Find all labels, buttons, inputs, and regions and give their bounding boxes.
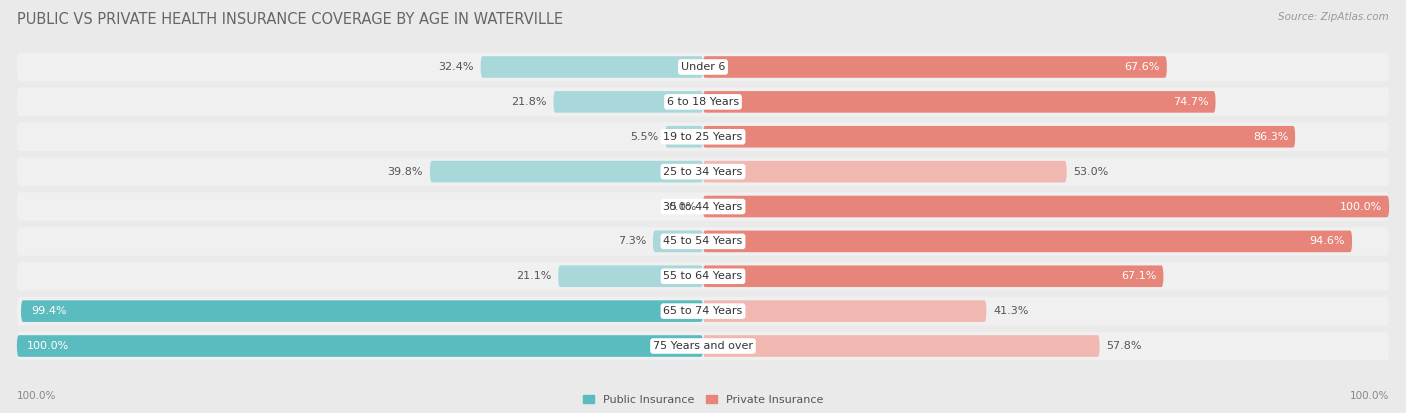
FancyBboxPatch shape bbox=[17, 335, 703, 357]
Text: 6 to 18 Years: 6 to 18 Years bbox=[666, 97, 740, 107]
Text: Under 6: Under 6 bbox=[681, 62, 725, 72]
FancyBboxPatch shape bbox=[703, 230, 1353, 252]
Text: PUBLIC VS PRIVATE HEALTH INSURANCE COVERAGE BY AGE IN WATERVILLE: PUBLIC VS PRIVATE HEALTH INSURANCE COVER… bbox=[17, 12, 562, 27]
FancyBboxPatch shape bbox=[703, 126, 1295, 147]
FancyBboxPatch shape bbox=[554, 91, 703, 113]
Text: 67.6%: 67.6% bbox=[1125, 62, 1160, 72]
FancyBboxPatch shape bbox=[558, 266, 703, 287]
Text: 57.8%: 57.8% bbox=[1107, 341, 1142, 351]
Text: 32.4%: 32.4% bbox=[439, 62, 474, 72]
FancyBboxPatch shape bbox=[703, 196, 1389, 217]
FancyBboxPatch shape bbox=[17, 122, 1389, 151]
FancyBboxPatch shape bbox=[430, 161, 703, 183]
FancyBboxPatch shape bbox=[703, 91, 1216, 113]
FancyBboxPatch shape bbox=[17, 157, 1389, 186]
Text: 65 to 74 Years: 65 to 74 Years bbox=[664, 306, 742, 316]
Text: 53.0%: 53.0% bbox=[1074, 166, 1109, 177]
FancyBboxPatch shape bbox=[17, 332, 1389, 360]
Text: 55 to 64 Years: 55 to 64 Years bbox=[664, 271, 742, 281]
FancyBboxPatch shape bbox=[652, 230, 703, 252]
FancyBboxPatch shape bbox=[703, 56, 1167, 78]
Text: 21.1%: 21.1% bbox=[516, 271, 551, 281]
FancyBboxPatch shape bbox=[17, 227, 1389, 256]
Text: 94.6%: 94.6% bbox=[1310, 236, 1346, 247]
Text: 75 Years and over: 75 Years and over bbox=[652, 341, 754, 351]
FancyBboxPatch shape bbox=[21, 300, 703, 322]
Text: 7.3%: 7.3% bbox=[617, 236, 645, 247]
FancyBboxPatch shape bbox=[17, 192, 1389, 221]
FancyBboxPatch shape bbox=[703, 335, 1099, 357]
Text: 100.0%: 100.0% bbox=[17, 391, 56, 401]
Text: 19 to 25 Years: 19 to 25 Years bbox=[664, 132, 742, 142]
Text: 35 to 44 Years: 35 to 44 Years bbox=[664, 202, 742, 211]
Text: 74.7%: 74.7% bbox=[1173, 97, 1209, 107]
Text: 67.1%: 67.1% bbox=[1121, 271, 1157, 281]
Text: 25 to 34 Years: 25 to 34 Years bbox=[664, 166, 742, 177]
FancyBboxPatch shape bbox=[17, 53, 1389, 81]
Text: 41.3%: 41.3% bbox=[993, 306, 1029, 316]
Text: 100.0%: 100.0% bbox=[1340, 202, 1382, 211]
FancyBboxPatch shape bbox=[703, 266, 1163, 287]
FancyBboxPatch shape bbox=[17, 262, 1389, 291]
Text: 39.8%: 39.8% bbox=[388, 166, 423, 177]
Text: 99.4%: 99.4% bbox=[31, 306, 67, 316]
FancyBboxPatch shape bbox=[17, 88, 1389, 116]
Text: 100.0%: 100.0% bbox=[27, 341, 69, 351]
Text: 0.0%: 0.0% bbox=[668, 202, 696, 211]
Text: 100.0%: 100.0% bbox=[1350, 391, 1389, 401]
FancyBboxPatch shape bbox=[703, 161, 1067, 183]
Legend: Public Insurance, Private Insurance: Public Insurance, Private Insurance bbox=[579, 392, 827, 408]
Text: Source: ZipAtlas.com: Source: ZipAtlas.com bbox=[1278, 12, 1389, 22]
FancyBboxPatch shape bbox=[17, 297, 1389, 325]
Text: 21.8%: 21.8% bbox=[510, 97, 547, 107]
Text: 86.3%: 86.3% bbox=[1253, 132, 1288, 142]
FancyBboxPatch shape bbox=[481, 56, 703, 78]
Text: 45 to 54 Years: 45 to 54 Years bbox=[664, 236, 742, 247]
Text: 5.5%: 5.5% bbox=[630, 132, 658, 142]
FancyBboxPatch shape bbox=[703, 300, 987, 322]
FancyBboxPatch shape bbox=[665, 126, 703, 147]
